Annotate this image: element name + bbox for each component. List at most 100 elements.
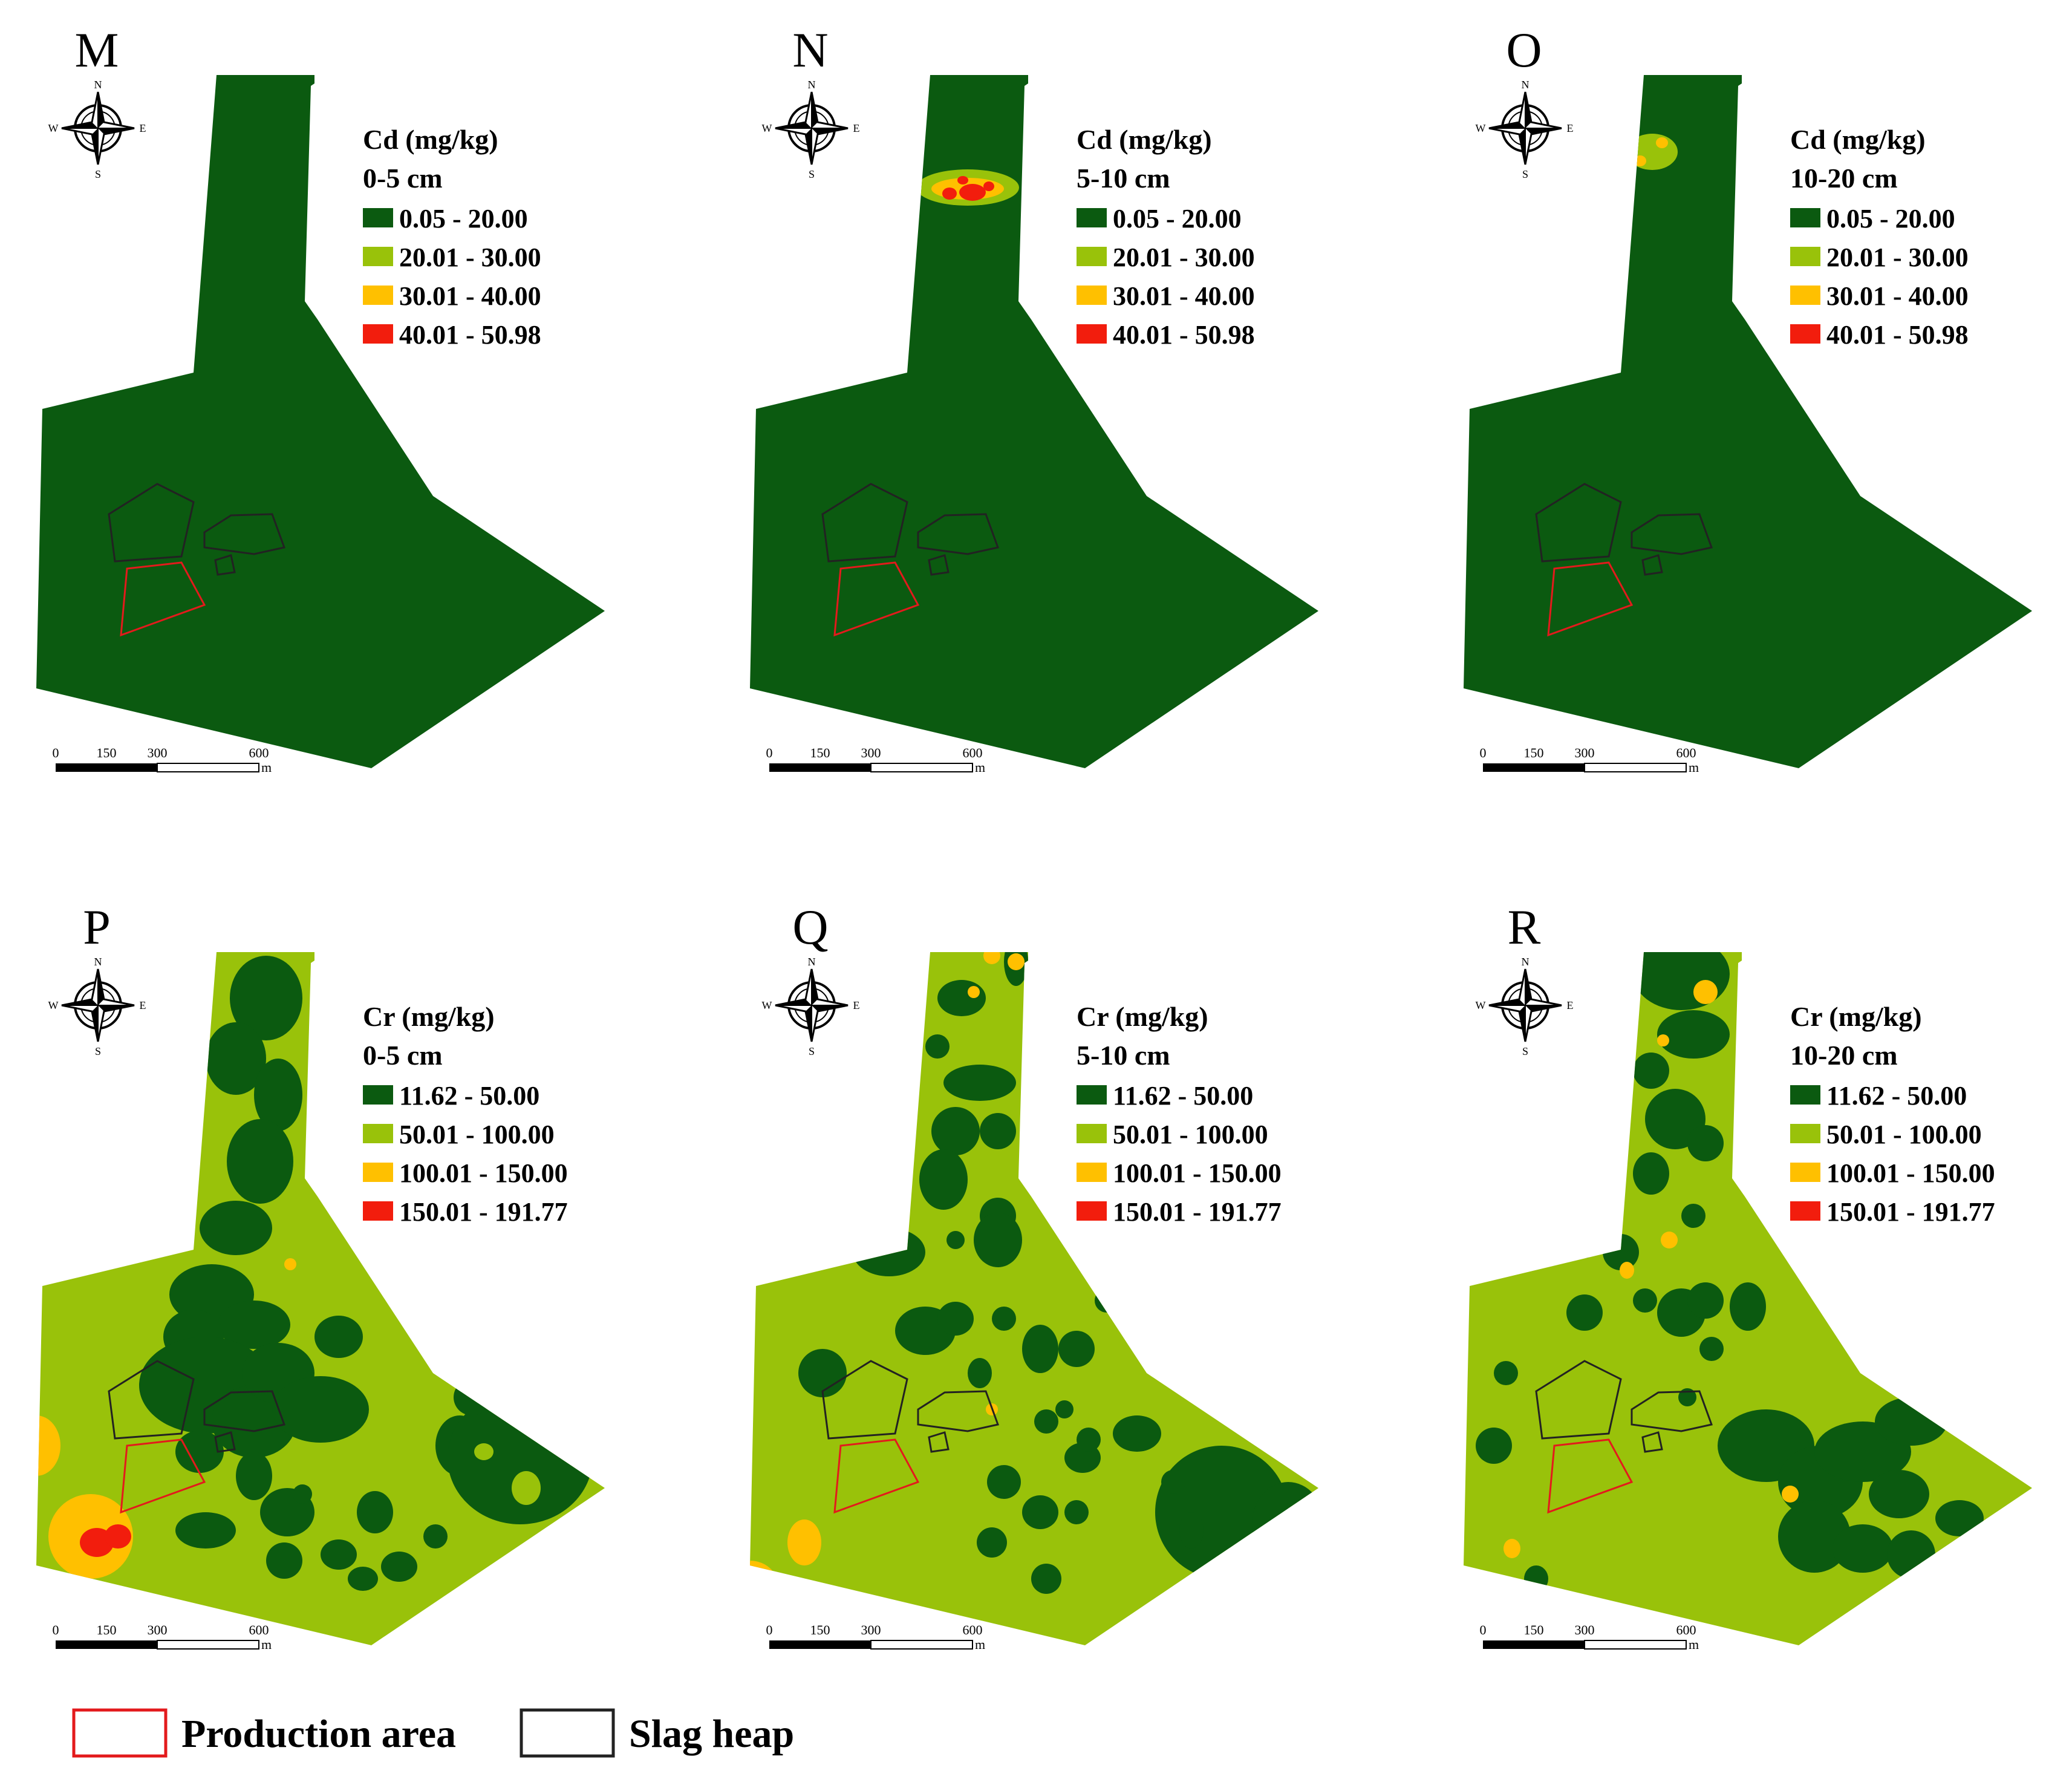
compass-e: E: [853, 122, 860, 134]
zone-dark-green: [218, 1301, 290, 1349]
scale-label: 600: [249, 1622, 269, 1637]
legend-swatch: [1790, 208, 1820, 227]
legend-label: 100.01 - 150.00: [1826, 1158, 1995, 1188]
slag-heap-outline: [214, 1431, 236, 1453]
compass-n: N: [94, 79, 102, 91]
zone-orange: [1661, 1232, 1678, 1248]
interpolation-map: [36, 952, 605, 1645]
legend-swatch: [363, 1124, 393, 1143]
compass-e: E: [1567, 999, 1574, 1011]
zone-dark-green: [931, 1107, 980, 1155]
scale-label: 150: [97, 745, 117, 760]
slag-heap-label: Slag heap: [629, 1712, 794, 1756]
legend-swatch: [1790, 324, 1820, 344]
scale-unit: m: [261, 1637, 272, 1652]
scale-bar-black: [769, 1640, 871, 1649]
legend-swatch: [1077, 324, 1107, 344]
legend-label: 20.01 - 30.00: [1113, 243, 1255, 272]
scale-bar-white: [870, 763, 973, 772]
compass-rose-icon: N S E W: [1476, 79, 1574, 180]
legend-depth: 5-10 cm: [1077, 163, 1170, 194]
legend-label: 20.01 - 30.00: [399, 243, 541, 272]
zone-dark-green: [1687, 1282, 1724, 1319]
study-area-base: [36, 75, 605, 768]
zone-dark-green: [227, 1119, 293, 1204]
slag-heap-outline: [1631, 513, 1713, 555]
legend-swatch: [363, 247, 393, 266]
zone-dark-green: [1034, 1409, 1058, 1434]
zone-dark-green: [1887, 1530, 1935, 1579]
legend-swatch: [1790, 247, 1820, 266]
compass-w: W: [762, 122, 772, 134]
zone-orange: [284, 1258, 296, 1270]
legend-swatch: [1790, 286, 1820, 305]
zone-red: [105, 1524, 131, 1549]
zone-dark-green: [1077, 1428, 1101, 1452]
compass-n: N: [1522, 79, 1530, 91]
legend-swatch: [1077, 1163, 1107, 1182]
zone-dark-green: [357, 1491, 393, 1533]
map-panel-q: QN S E W Cr (mg/kg) 5-10 cm 11.62 - 50.00 50.01…: [750, 899, 1318, 1652]
legend-title: Cr (mg/kg): [1790, 1001, 1922, 1032]
zone-dark-green: [1252, 1482, 1318, 1567]
compass-s: S: [1522, 1045, 1528, 1057]
panel-letter: M: [75, 22, 119, 77]
zone-dark-green: [1875, 1397, 1947, 1446]
scale-label: 0: [53, 1622, 59, 1637]
zone-dark-green: [1161, 1470, 1185, 1494]
compass-w: W: [48, 999, 59, 1011]
map-panel-p: PN S E W Cr (mg/kg) 0-5 cm 11.62 - 50.00 50.01 …: [36, 899, 605, 1652]
zone-dark-green: [1064, 1500, 1089, 1524]
zone-orange: [1610, 152, 1620, 160]
scale-label: 300: [1575, 745, 1595, 760]
zone-dark-green: [1524, 1565, 1548, 1592]
legend-label: 11.62 - 50.00: [1113, 1081, 1253, 1111]
production-area-outline: [120, 561, 206, 637]
zone-dark-green: [1603, 1234, 1639, 1270]
scale-bar-white: [870, 1640, 973, 1650]
compass-n: N: [94, 956, 102, 968]
zone-red: [959, 184, 986, 201]
zone-dark-green: [321, 1539, 357, 1570]
interpolation-map: [1464, 952, 2032, 1645]
production-area-swatch: [72, 1708, 168, 1758]
legend-swatch: [1077, 1124, 1107, 1143]
zone-dark-green: [937, 1302, 974, 1336]
scale-label: 300: [148, 745, 168, 760]
compass-e: E: [1567, 122, 1574, 134]
legend-swatch: [1790, 1163, 1820, 1182]
zone-dark-green: [1113, 1415, 1161, 1452]
panel-letter: N: [792, 22, 828, 77]
zone-dark-green: [175, 1431, 224, 1473]
legend-label: 50.01 - 100.00: [399, 1120, 555, 1149]
slag-heap-outline: [917, 513, 999, 555]
scale-label: 0: [1480, 745, 1487, 760]
slag-heap-outline: [1641, 554, 1663, 576]
slag-heap-outline: [214, 554, 236, 576]
production-area-label: Production area: [181, 1712, 456, 1756]
zone-dark-green: [1730, 1282, 1766, 1331]
zone-light-green: [512, 1471, 541, 1505]
scale-label: 0: [1480, 1622, 1487, 1637]
legend-title: Cd (mg/kg): [363, 124, 498, 155]
legend-label: 11.62 - 50.00: [399, 1081, 539, 1111]
zone-dark-green: [230, 956, 302, 1040]
scale-label: 150: [1524, 745, 1544, 760]
legend-swatch: [1790, 1201, 1820, 1221]
zone-dark-green: [293, 1484, 312, 1504]
zone-dark-green: [946, 1231, 965, 1249]
map-panel-o: ON S E W Cd (mg/kg) 10-20 cm 0.05 - 20.00 20.01…: [1464, 22, 2032, 775]
scale-label: 600: [249, 745, 269, 760]
scale-bar-white: [157, 1640, 259, 1650]
zone-dark-green: [992, 1307, 1016, 1331]
zone-dark-green: [853, 1228, 925, 1276]
scale-bar-white: [1584, 763, 1687, 772]
legend-label: 50.01 - 100.00: [1826, 1120, 1982, 1149]
zone-orange: [1008, 953, 1025, 970]
zone-dark-green: [1566, 1294, 1603, 1331]
legend-depth: 5-10 cm: [1077, 1040, 1170, 1071]
